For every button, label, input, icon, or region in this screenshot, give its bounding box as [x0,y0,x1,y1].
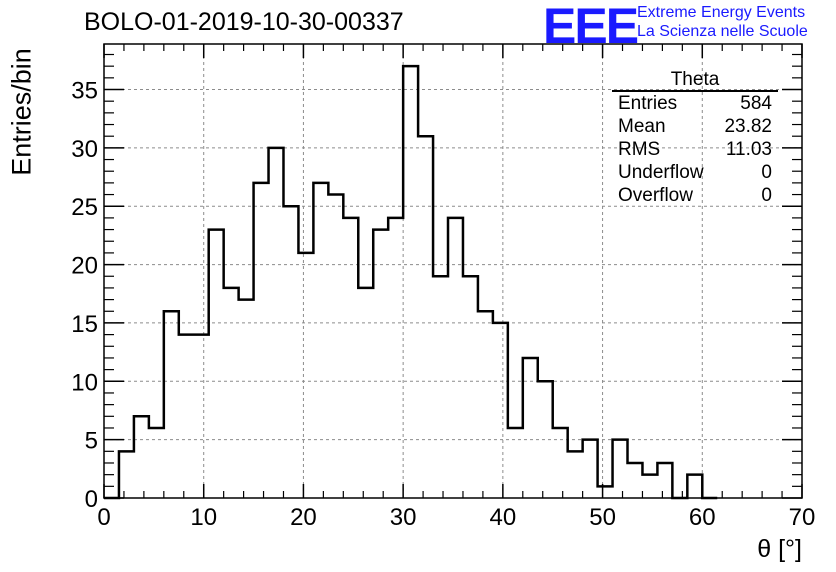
chart-title: BOLO-01-2019-10-30-00337 [84,8,404,36]
eee-logo: EEE [543,0,639,54]
grid-lines [104,44,802,498]
y-tick-label: 15 [71,311,98,338]
y-tick-label: 20 [71,253,98,280]
plot-frame [103,43,803,499]
stats-label: Entries [618,93,678,114]
axis-ticks [103,44,803,499]
x-tick-label: 50 [589,504,616,531]
stats-value: 11.03 [725,139,772,160]
x-tick-label: 40 [490,504,517,531]
x-tick-label: 30 [390,504,417,531]
stats-row-entries: Entries 584 [612,92,778,115]
stats-value: 584 [740,93,772,114]
stats-value: 0 [761,185,772,206]
y-tick-label: 5 [85,428,98,455]
logo-caption-line2: La Scienza nelle Scuole [637,23,808,40]
stats-row-underflow: Underflow 0 [612,161,778,184]
stats-value: 0 [761,162,772,183]
x-tick-label: 20 [290,504,317,531]
x-tick-label: 10 [190,504,217,531]
stats-label: RMS [618,139,661,160]
stats-label: Mean [618,116,666,137]
y-tick-label: 0 [85,486,98,513]
stats-title: Theta [612,70,778,92]
y-tick-label: 25 [71,194,98,221]
stats-row-rms: RMS 11.03 [612,138,778,161]
histogram-line [104,64,718,500]
y-tick-label: 10 [71,369,98,396]
x-tick-label: 0 [97,504,110,531]
stats-row-mean: Mean 23.82 [612,115,778,138]
y-tick-label: 30 [71,136,98,163]
logo-caption-line1: Extreme Energy Events [637,4,806,21]
logo-caption: Extreme Energy Events La Scienza nelle S… [637,3,808,41]
y-axis-label: Entries/bin [6,48,37,176]
stats-box: Theta Entries 584 Mean 23.82 RMS 11.03 Unde… [612,70,778,207]
x-tick-label: 70 [789,504,816,531]
x-tick-label: 60 [689,504,716,531]
stats-label: Underflow [618,162,704,183]
x-axis-label: θ [°] [757,535,802,563]
y-tick-label: 35 [71,78,98,105]
tick-labels: 0 10 20 30 40 50 60 70 0 5 10 15 20 25 30 35 [71,78,815,531]
stats-label: Overflow [618,185,693,206]
stats-row-overflow: Overflow 0 [612,184,778,207]
stats-value: 23.82 [724,116,772,137]
